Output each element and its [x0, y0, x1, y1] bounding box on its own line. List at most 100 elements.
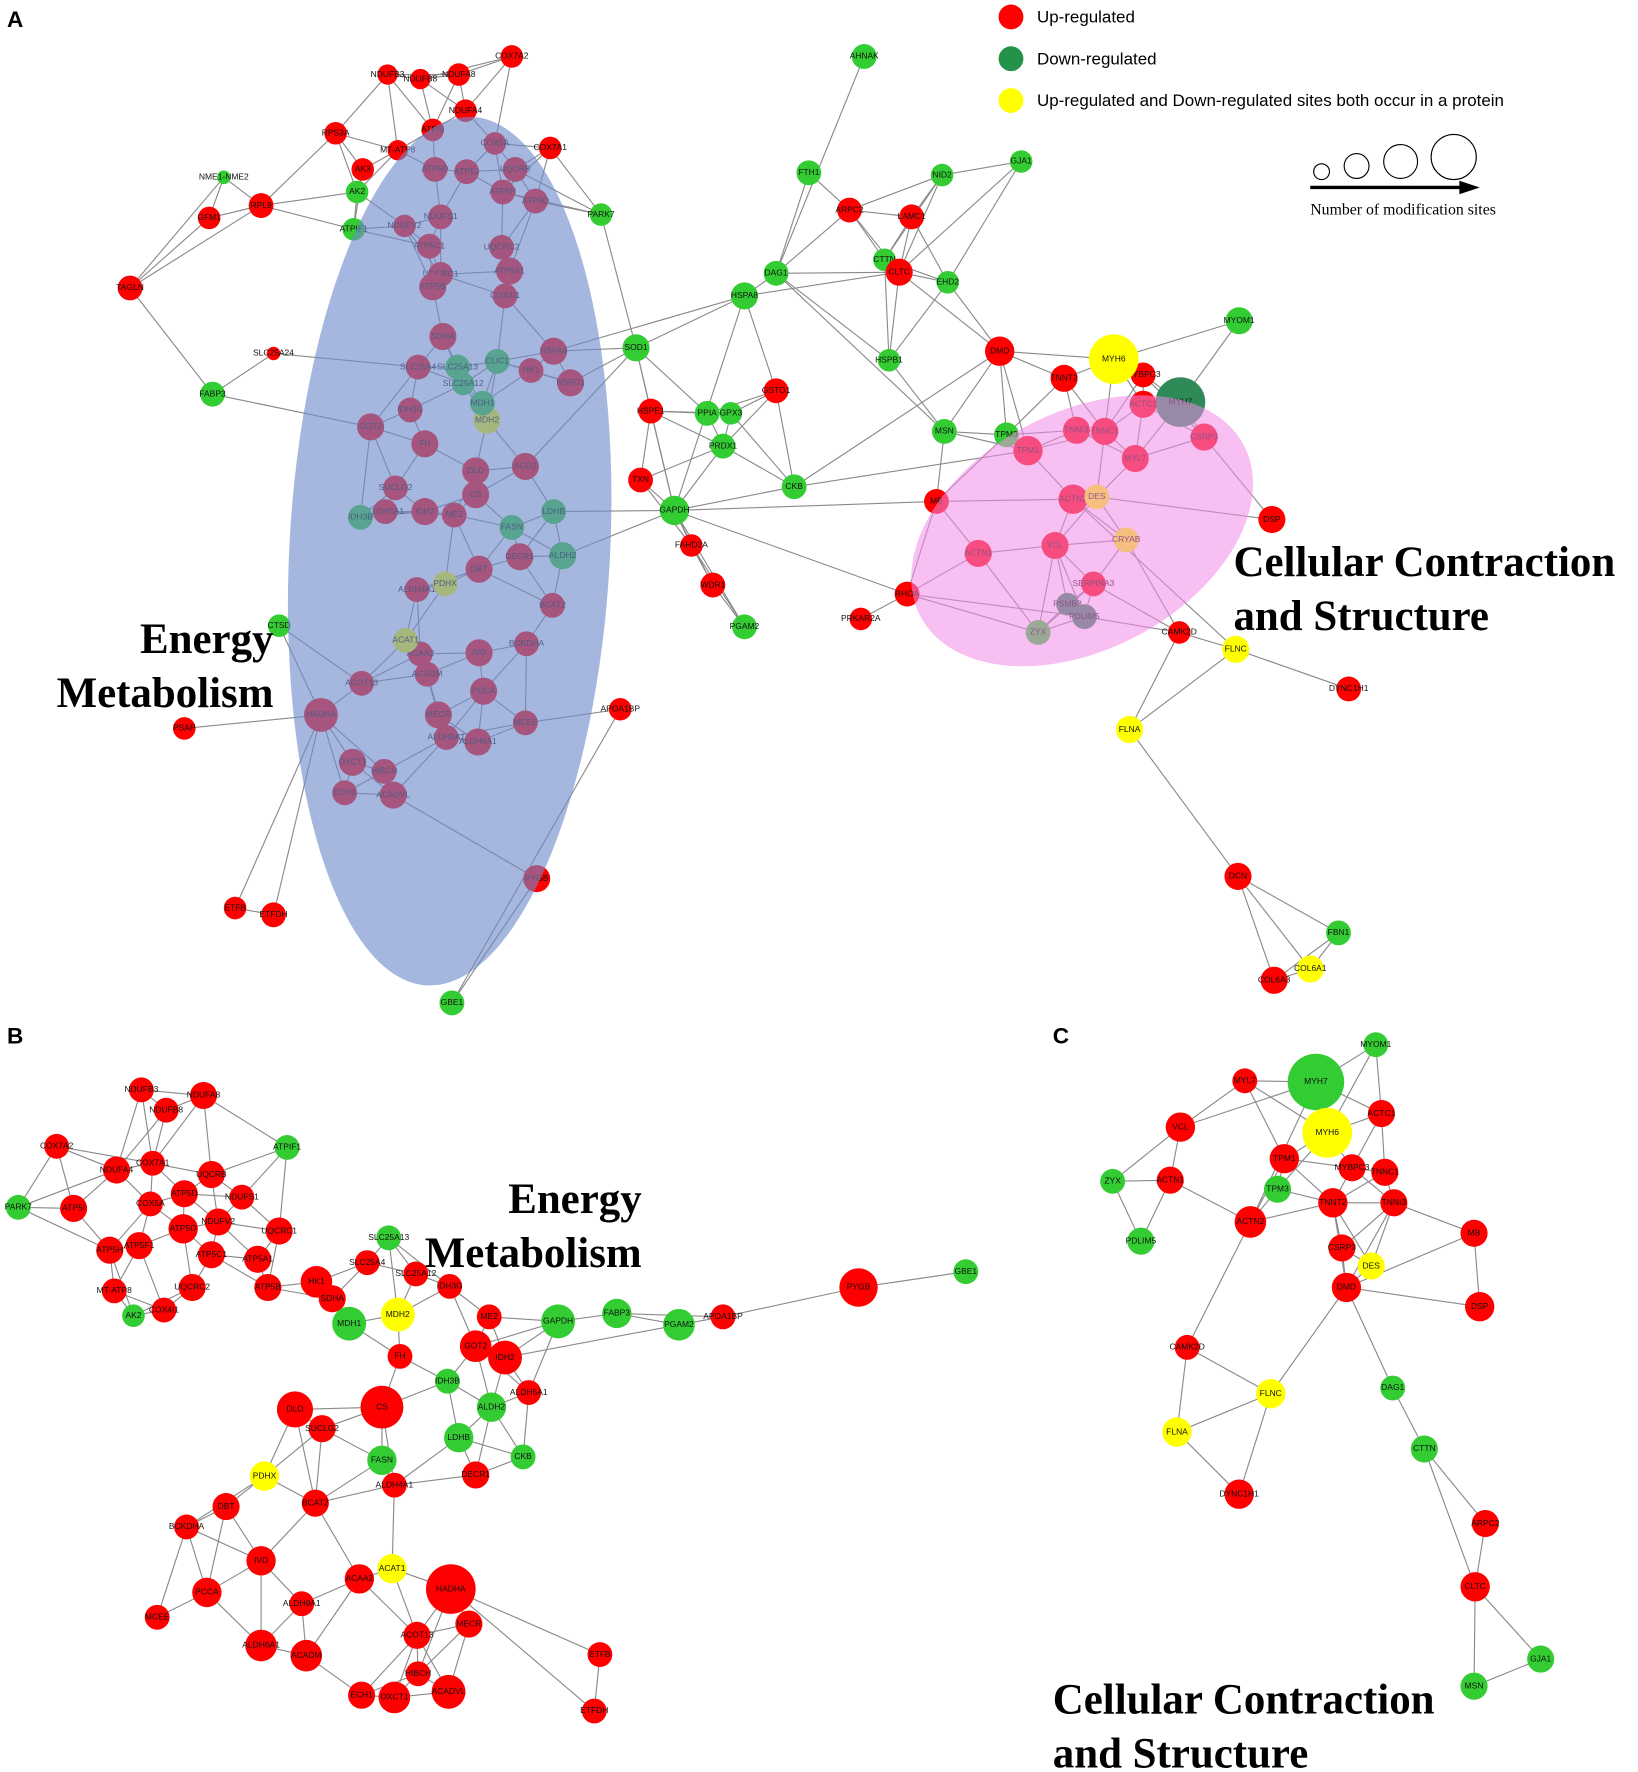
- protein-node: [710, 433, 736, 459]
- node-label: FLNA: [1166, 1426, 1188, 1436]
- protein-node: [170, 1180, 198, 1208]
- node-label: PARK7: [587, 209, 614, 219]
- node-label: PARK7: [5, 1202, 32, 1212]
- size-legend-label: Number of modification sites: [1310, 202, 1496, 219]
- node-label: MCEE: [145, 1612, 170, 1622]
- node-label: WDR1: [700, 579, 725, 589]
- protein-node: [839, 1268, 878, 1307]
- protein-node: [60, 1194, 88, 1222]
- edge: [18, 1206, 110, 1251]
- protein-node: [454, 99, 477, 122]
- node-label: ALDH6A1: [242, 1640, 280, 1650]
- node-label: PGAM2: [730, 621, 760, 631]
- protein-node: [223, 896, 247, 920]
- protein-node: [1465, 1292, 1495, 1322]
- protein-node: [1167, 621, 1191, 644]
- protein-node: [899, 204, 925, 230]
- node-label: CLTC: [888, 266, 910, 276]
- node-label: IDH3B: [435, 1375, 460, 1385]
- node-label: MDH2: [386, 1309, 410, 1319]
- node-label: AHNAK: [850, 51, 880, 61]
- edge: [335, 74, 388, 134]
- protein-node: [1269, 1144, 1299, 1174]
- edge: [722, 390, 777, 447]
- protein-node: [1088, 334, 1139, 384]
- legend-dot: [998, 4, 1024, 30]
- edge: [394, 1474, 476, 1486]
- edge: [650, 410, 675, 511]
- protein-node: [1174, 1334, 1200, 1360]
- node-label: SLC25A12: [395, 1268, 436, 1278]
- size-legend-circle: [1430, 133, 1477, 181]
- node-label: APOA1BP: [600, 703, 640, 713]
- node-label: ACADVL: [432, 1686, 466, 1696]
- node-label: TNNC1: [1371, 1167, 1400, 1177]
- node-label: CAMK2D: [1162, 627, 1197, 637]
- node-label: FABP3: [604, 1308, 631, 1318]
- node-label: BCKDHA: [169, 1521, 205, 1531]
- edge: [1346, 1286, 1480, 1308]
- edge: [947, 161, 1022, 283]
- node-label: SLC25A24: [253, 348, 294, 358]
- protein-node: [324, 121, 347, 145]
- edge: [743, 295, 777, 391]
- protein-node: [405, 1661, 431, 1687]
- edge: [942, 160, 1022, 176]
- node-label: NDUFB8: [403, 73, 437, 83]
- edge: [387, 74, 434, 131]
- node-label: FTH1: [798, 167, 819, 177]
- edge: [888, 272, 900, 361]
- edge: [1393, 1202, 1475, 1234]
- edge: [1345, 1287, 1394, 1389]
- protein-node: [244, 1245, 272, 1273]
- node-label: AK3: [355, 164, 371, 174]
- node-label: MT-ATP8: [97, 1285, 132, 1295]
- node-label: FLNC: [1225, 644, 1247, 654]
- edge: [56, 1145, 153, 1164]
- protein-node: [663, 1308, 695, 1341]
- edge: [744, 271, 900, 297]
- protein-node: [151, 1297, 177, 1323]
- node-label: COX7A2: [40, 1141, 74, 1151]
- node-label: DYNC1H1: [1329, 683, 1369, 693]
- protein-node: [44, 1133, 70, 1159]
- protein-node: [128, 1077, 154, 1103]
- edge: [1237, 876, 1311, 970]
- protein-node: [410, 68, 431, 90]
- protein-node: [1100, 1168, 1126, 1194]
- node-label: SLC25A4: [349, 1257, 386, 1267]
- protein-node: [459, 1330, 492, 1363]
- protein-node: [447, 63, 471, 86]
- protein-node: [1258, 505, 1286, 534]
- protein-node: [122, 1304, 145, 1328]
- protein-node: [1331, 1272, 1362, 1303]
- protein-node: [1336, 676, 1362, 702]
- edge: [504, 1324, 680, 1359]
- node-label: MYH6: [1102, 353, 1126, 363]
- protein-node: [488, 1340, 522, 1375]
- node-label: NDUFB8: [149, 1104, 183, 1114]
- node-label: HSPE1: [637, 405, 665, 415]
- cluster-annotation: Energy: [140, 616, 274, 663]
- protein-node: [1460, 1219, 1488, 1247]
- protein-node: [125, 1232, 153, 1260]
- protein-node: [204, 1208, 232, 1236]
- node-label: LDHB: [447, 1432, 470, 1442]
- node-label: FLNC: [1260, 1388, 1282, 1398]
- protein-node: [351, 158, 375, 181]
- edge: [1270, 1287, 1347, 1394]
- protein-node: [851, 44, 877, 69]
- node-label: MDH1: [337, 1318, 361, 1328]
- edge: [1423, 1448, 1476, 1587]
- edge: [640, 445, 724, 481]
- cluster-energy: [287, 116, 612, 986]
- node-label: ACTC1: [1368, 1108, 1396, 1118]
- protein-node: [140, 1150, 166, 1176]
- node-label: NID2: [932, 169, 952, 179]
- node-label: ACOT13: [400, 1630, 433, 1640]
- protein-node: [276, 1391, 314, 1428]
- node-label: FH: [394, 1351, 405, 1361]
- protein-node: [1009, 150, 1033, 173]
- node-label: HADHA: [436, 1583, 466, 1593]
